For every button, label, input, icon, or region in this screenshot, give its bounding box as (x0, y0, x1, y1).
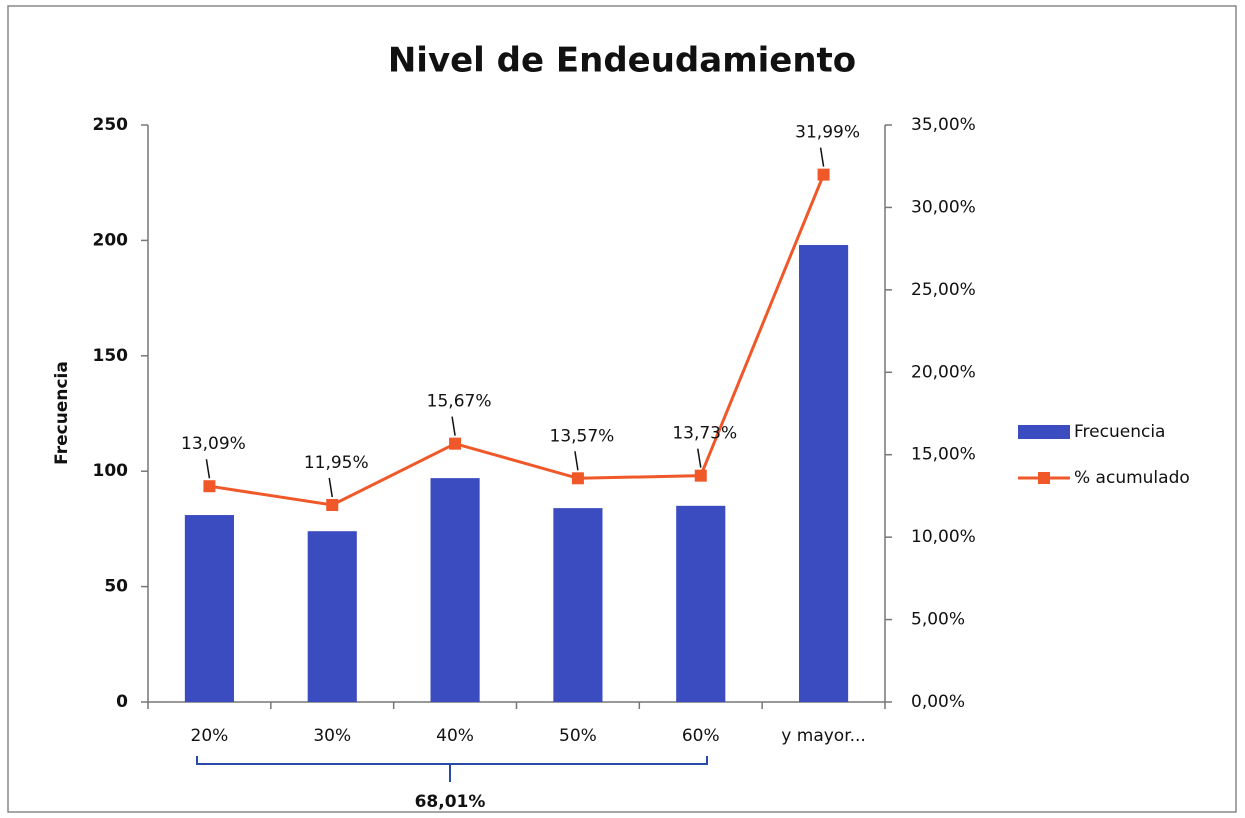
x-tick-label: y mayor... (781, 726, 866, 746)
bar (307, 531, 357, 702)
leader-line (819, 147, 825, 167)
data-label: 31,99% (795, 123, 860, 143)
y-tick-label: 200 (93, 230, 129, 250)
y2-tick-label: 10,00% (911, 527, 976, 547)
y2-tick-label: 30,00% (911, 197, 976, 217)
marker (571, 472, 584, 485)
y2-tick-label: 15,00% (911, 445, 976, 465)
bar (799, 245, 849, 703)
leader-line (205, 459, 211, 479)
chart-title: Nivel de Endeudamiento (388, 41, 856, 81)
data-label: 13,09% (181, 434, 246, 454)
line (209, 174, 825, 507)
x-tick-label: 60% (682, 726, 720, 746)
y2-tick-label: 35,00% (911, 115, 976, 135)
leader-line (697, 448, 702, 468)
legend-label: % acumulado (1074, 468, 1190, 488)
legend-label: Frecuencia (1074, 422, 1165, 442)
y-tick-label: 50 (104, 577, 128, 597)
y-tick-label: 0 (116, 692, 128, 712)
marker (203, 480, 216, 493)
y2-tick-label: 20,00% (911, 362, 976, 382)
leader-line (328, 477, 333, 498)
y2-tick-label: 25,00% (911, 280, 976, 300)
bar (553, 508, 603, 702)
marker (326, 498, 339, 511)
y2-tick-label: 5,00% (911, 610, 965, 630)
y-axis-label: Frecuencia (52, 361, 72, 465)
bracket (196, 756, 708, 782)
x-tick-label: 40% (436, 726, 474, 746)
marker (694, 469, 707, 482)
data-label: 13,57% (550, 426, 615, 446)
leader-line (574, 451, 579, 471)
bar (184, 515, 234, 702)
y-tick-label: 150 (93, 346, 129, 366)
leader-line (451, 416, 456, 436)
x-tick-label: 50% (559, 726, 597, 746)
x-tick-label: 20% (191, 726, 229, 746)
y-tick-label: 250 (93, 115, 129, 135)
data-label: 15,67% (427, 392, 492, 412)
marker (449, 437, 462, 450)
legend-swatch (1038, 472, 1050, 484)
legend-swatch (1018, 425, 1070, 439)
x-tick-label: 30% (313, 726, 351, 746)
bar (430, 478, 480, 702)
annotation: 68,01% (415, 792, 486, 812)
data-label: 13,73% (672, 424, 737, 444)
data-label: 11,95% (304, 453, 369, 473)
marker (817, 168, 830, 181)
y2-tick-label: 0,00% (911, 692, 965, 712)
bar (676, 505, 726, 702)
y-tick-label: 100 (93, 461, 129, 481)
